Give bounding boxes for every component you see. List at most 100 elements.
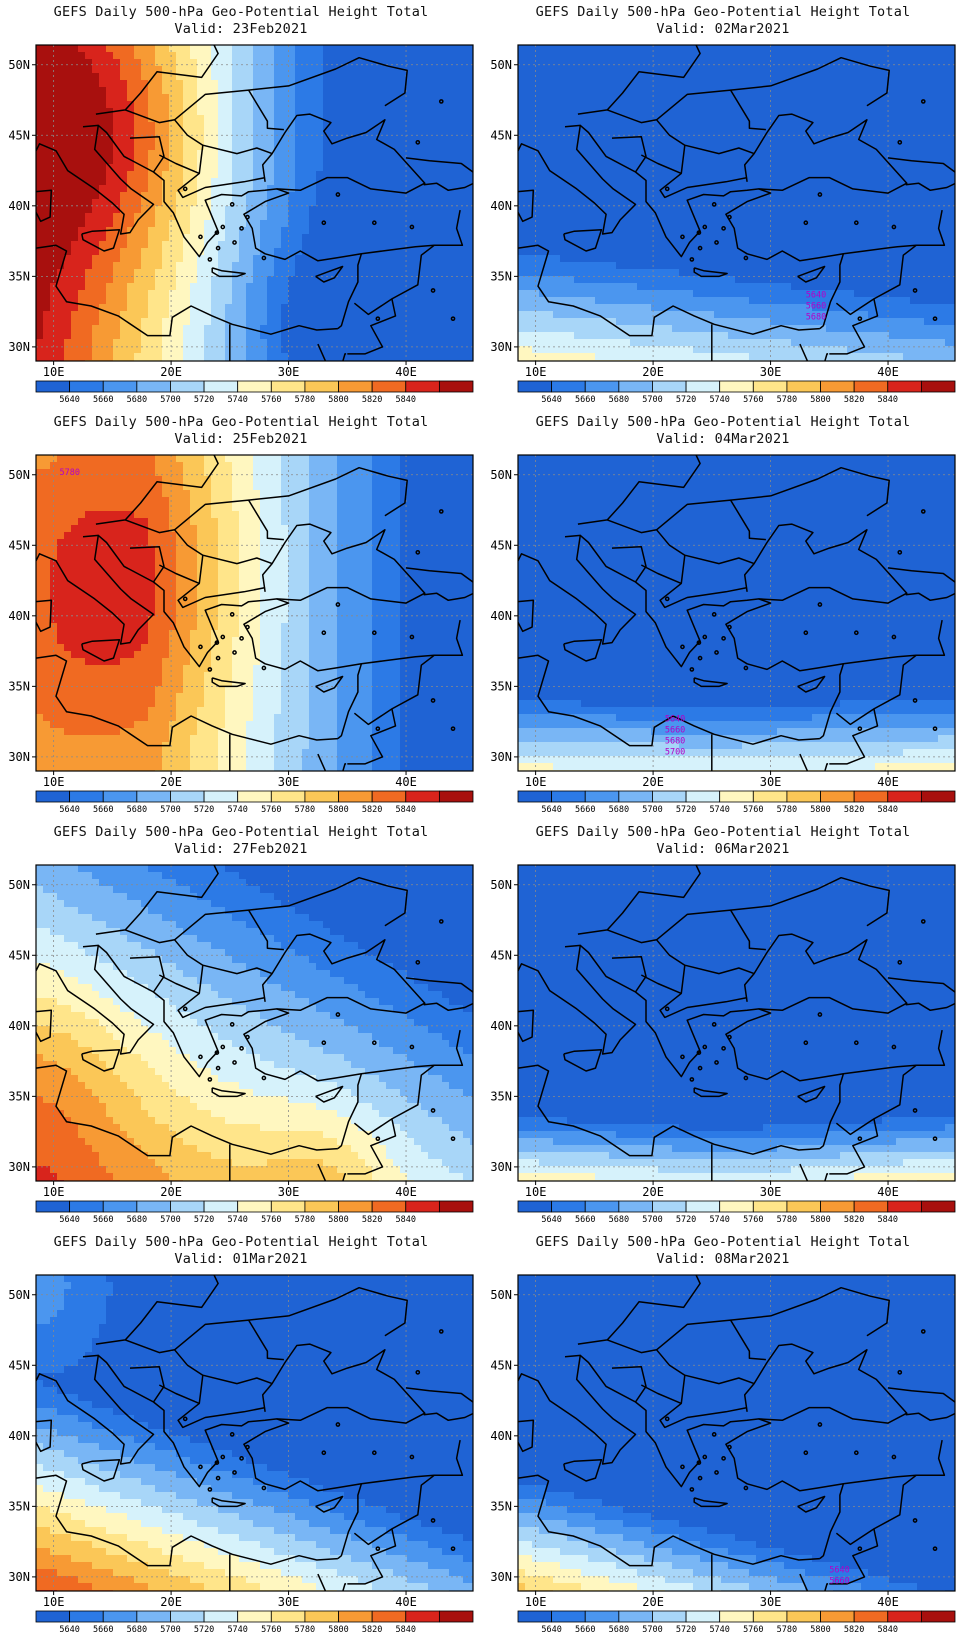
colorbar-swatch [371,380,407,393]
colorbar: 5640 5660 5680 5700 5720 5740 5760 5780 5800 5820… [517,1200,956,1225]
colorbar-label: 5680 [127,395,147,405]
latitude-tick-label: 30N [8,1160,30,1174]
shaded-height-field [518,45,955,361]
colorbar-label: 5760 [743,1625,763,1635]
colorbar-label: 5820 [844,1625,864,1635]
colorbar-swatch [69,1200,104,1213]
latitude-tick-label: 35N [490,269,512,283]
colorbar-swatch [887,380,922,393]
latitude-tick-label: 30N [8,1570,30,1584]
map-frame [517,1274,956,1592]
colorbar-swatch [136,1610,171,1623]
colorbar-label: 5720 [194,805,214,815]
colorbar-label: 5800 [810,1215,830,1225]
coastlines-and-borders [518,455,955,771]
colorbar-label: 5820 [362,1215,382,1225]
longitude-tick-label: 30E [278,1185,300,1199]
colorbar-swatch [136,380,171,393]
latitude-tick-label: 30N [490,1160,512,1174]
colorbar: 5640 5660 5680 5700 5720 5740 5760 5780 5800 5820… [35,380,474,405]
contour-label: 5640 [806,291,826,301]
contour-label: 5660 [665,726,685,736]
colorbar: 5640 5660 5680 5700 5720 5740 5760 5780 5800 5820… [35,790,474,815]
colorbar-swatch [719,380,754,393]
longitude-tick-label: 30E [278,365,300,379]
colorbar-label: 5640 [541,805,561,815]
colorbar-swatch [35,790,71,803]
longitude-tick-label: 30E [278,775,300,789]
longitude-tick-label: 10E [525,775,547,789]
colorbar-swatch [752,790,788,803]
colorbar-swatch [853,790,889,803]
colorbar-swatch [719,790,754,803]
colorbar-swatch [685,790,721,803]
colorbar-swatch [685,380,721,393]
latitude-tick-label: 50N [8,1288,30,1302]
latitude-tick-label: 35N [8,1089,30,1103]
colorbar-swatch [920,380,956,393]
longitude-tick-label: 20E [160,1185,182,1199]
colorbar-label: 5680 [127,805,147,815]
colorbar-label: 5780 [777,395,797,405]
colorbar-label: 5780 [295,1215,315,1225]
colorbar-label: 5820 [844,1215,864,1225]
colorbar-swatch [517,380,553,393]
latitude-tick-label: 45N [8,538,30,552]
longitude-tick-label: 10E [525,1595,547,1609]
colorbar-label: 5680 [127,1625,147,1635]
coastlines-and-borders [518,865,955,1181]
colorbar-label: 5840 [878,395,898,405]
colorbar-swatch [102,1200,138,1213]
contour-label: 5640 [829,1566,849,1576]
colorbar-swatch [820,380,855,393]
colorbar-swatch [786,790,821,803]
colorbar-label: 5820 [844,395,864,405]
colorbar-swatch [405,1610,440,1623]
colorbar-swatch [203,1200,239,1213]
colorbar-swatch [371,790,407,803]
longitude-tick-label: 30E [760,1595,782,1609]
colorbar-swatch [618,1610,653,1623]
contour-label: 5680 [806,313,826,323]
latitude-tick-label: 40N [490,1429,512,1443]
colorbar-label: 5720 [676,805,696,815]
colorbar-swatch [304,1610,339,1623]
colorbar-swatch [405,1200,440,1213]
colorbar-swatch [203,380,239,393]
colorbar: 5640 5660 5680 5700 5720 5740 5760 5780 5800 5820… [35,1200,474,1225]
panel-valid-date: Valid: 23Feb2021 [0,21,482,37]
colorbar-label: 5840 [396,395,416,405]
colorbar-swatch [551,380,586,393]
colorbar-swatch [719,1610,754,1623]
colorbar-label: 5660 [93,1215,113,1225]
longitude-tick-label: 40E [877,775,899,789]
latitude-tick-label: 35N [490,1499,512,1513]
latitude-tick-label: 30N [490,340,512,354]
colorbar-label: 5820 [844,805,864,815]
colorbar-label: 5720 [676,1625,696,1635]
colorbar-label: 5700 [160,1625,180,1635]
map-panel-25Feb2021: GEFS Daily 500-hPa Geo-Potential Height … [0,410,482,820]
colorbar-swatch [338,790,373,803]
panel-valid-date: Valid: 06Mar2021 [482,841,964,857]
colorbar-label: 5700 [160,1215,180,1225]
shaded-height-field [518,865,955,1181]
colorbar-swatch [102,380,138,393]
colorbar-swatch [887,790,922,803]
colorbar-label: 5820 [362,395,382,405]
colorbar-swatch [584,1200,620,1213]
colorbar-label: 5780 [777,1625,797,1635]
panel-valid-date: Valid: 04Mar2021 [482,431,964,447]
longitude-tick-label: 40E [395,1595,417,1609]
map-panel-08Mar2021: GEFS Daily 500-hPa Geo-Potential Height … [482,1230,964,1640]
longitude-tick-label: 30E [760,365,782,379]
colorbar: 5640 5660 5680 5700 5720 5740 5760 5780 5800 5820… [517,790,956,815]
latitude-tick-label: 40N [490,1019,512,1033]
shaded-height-field [36,45,473,361]
colorbar-label: 5720 [676,395,696,405]
colorbar-swatch [584,380,620,393]
colorbar-swatch [551,1610,586,1623]
colorbar-label: 5760 [261,1625,281,1635]
